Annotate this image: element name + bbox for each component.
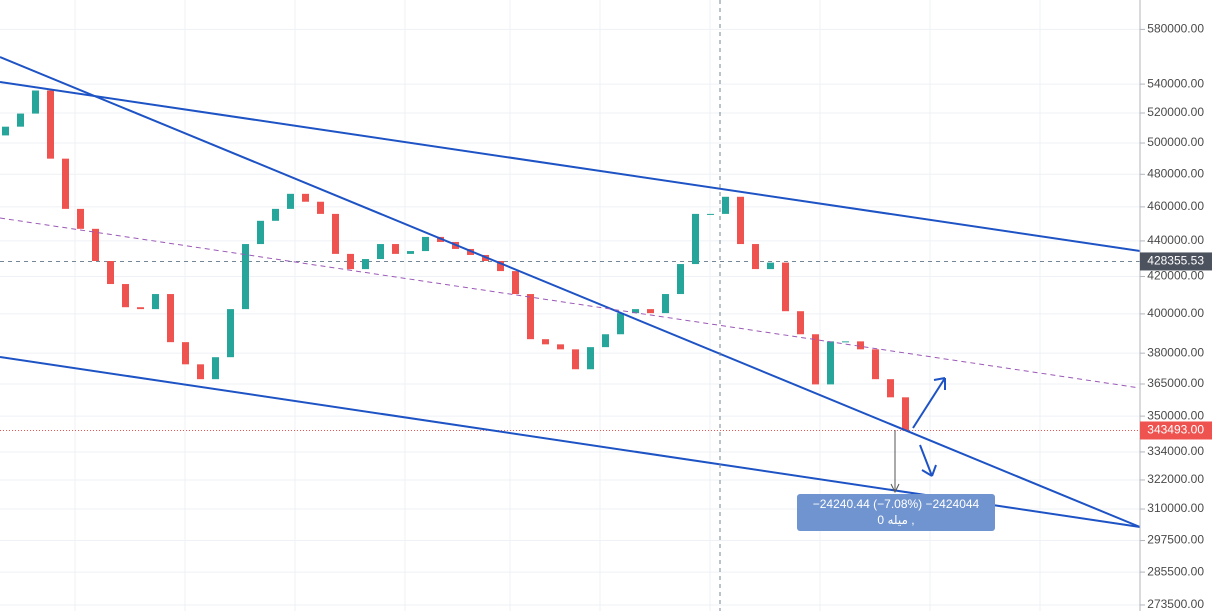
- candle: [662, 294, 669, 314]
- crosshair-tag: [1140, 252, 1212, 271]
- candle: [332, 213, 339, 254]
- candle: [527, 294, 534, 340]
- measure-tooltip: [797, 494, 995, 531]
- y-tick-label: 440000.00: [1147, 233, 1204, 247]
- measure-text: −24240.44 (−7.08%) −2424044: [813, 497, 980, 511]
- candle: [707, 213, 714, 215]
- candle: [902, 397, 909, 431]
- candle: [107, 261, 114, 285]
- candle: [557, 344, 564, 350]
- candle: [62, 158, 69, 209]
- candle: [827, 341, 834, 385]
- y-tick-label: 580000.00: [1147, 22, 1204, 36]
- y-tick-label: 420000.00: [1147, 269, 1204, 283]
- y-tick-label: 322000.00: [1147, 472, 1204, 486]
- candle: [737, 196, 744, 245]
- candle: [632, 309, 639, 314]
- y-tick-label: 285500.00: [1147, 564, 1204, 578]
- y-tick-label: 350000.00: [1147, 408, 1204, 422]
- candle: [647, 309, 654, 314]
- drawings: [0, 56, 1141, 528]
- candle: [77, 208, 84, 229]
- arrow-down: [919, 444, 937, 477]
- candle: [17, 113, 24, 127]
- y-tick-label: 500000.00: [1147, 135, 1204, 149]
- y-tick-label: 540000.00: [1147, 76, 1204, 90]
- arrow-up: [912, 377, 946, 429]
- price-axis: [1140, 0, 1216, 611]
- mid-line: [0, 217, 1141, 389]
- candle: [767, 262, 774, 270]
- candle: [512, 271, 519, 295]
- grid: [0, 28, 1140, 606]
- candle: [677, 264, 684, 295]
- candle: [47, 90, 54, 159]
- candle: [197, 364, 204, 380]
- candle: [2, 126, 9, 136]
- candle: [257, 220, 264, 245]
- y-tick-label: 365000.00: [1147, 376, 1204, 390]
- candle: [587, 347, 594, 370]
- candles: [2, 90, 909, 431]
- last-price-label: 343493.00: [1147, 423, 1204, 437]
- candle: [317, 201, 324, 214]
- candle: [272, 208, 279, 221]
- candle: [32, 90, 39, 114]
- y-tick-label: 460000.00: [1147, 199, 1204, 213]
- y-tick-label: 380000.00: [1147, 345, 1204, 359]
- y-tick-label: 310000.00: [1147, 501, 1204, 515]
- candle: [422, 236, 429, 252]
- candle: [377, 244, 384, 260]
- candle: [152, 294, 159, 310]
- trend-line: [0, 56, 1141, 528]
- candle: [287, 193, 294, 209]
- candle: [887, 379, 894, 398]
- candle: [857, 341, 864, 350]
- candle: [842, 341, 849, 343]
- candle: [122, 284, 129, 308]
- candle: [347, 253, 354, 270]
- axis-labels: 580000.00 540000.00 520000.00 500000.00 4800…: [1140, 22, 1212, 611]
- candle: [602, 334, 609, 348]
- candle: [872, 349, 879, 380]
- candle: [227, 309, 234, 358]
- candle: [182, 342, 189, 365]
- y-tick-label: 480000.00: [1147, 166, 1204, 180]
- candle: [407, 251, 414, 254]
- measure: −24240.44 (−7.08%) −2424044 میله 0 ,: [797, 430, 995, 531]
- candle: [392, 244, 399, 254]
- candle: [797, 311, 804, 335]
- candle: [782, 262, 789, 312]
- candle: [302, 193, 309, 202]
- candle: [242, 244, 249, 310]
- trend-line: [0, 81, 1141, 252]
- candle: [572, 349, 579, 370]
- y-tick-label: 334000.00: [1147, 444, 1204, 458]
- measure-arrow: [890, 483, 900, 494]
- candle: [212, 357, 219, 380]
- candle: [497, 261, 504, 272]
- y-tick-label: 273500.00: [1147, 597, 1204, 611]
- candle: [92, 228, 99, 262]
- measure-text: میله 0 ,: [877, 513, 914, 527]
- y-tick-label: 297500.00: [1147, 533, 1204, 547]
- y-tick-label: 400000.00: [1147, 306, 1204, 320]
- candle: [137, 307, 144, 310]
- last-price-tag: [1140, 421, 1212, 440]
- candle: [752, 244, 759, 270]
- candle: [692, 213, 699, 265]
- candle: [167, 294, 174, 343]
- crosshair-label: 428355.53: [1147, 254, 1204, 268]
- candle: [362, 259, 369, 270]
- candle: [722, 196, 729, 214]
- y-tick-label: 520000.00: [1147, 105, 1204, 119]
- candle: [542, 339, 549, 345]
- candle: [617, 313, 624, 335]
- candle: [812, 334, 819, 385]
